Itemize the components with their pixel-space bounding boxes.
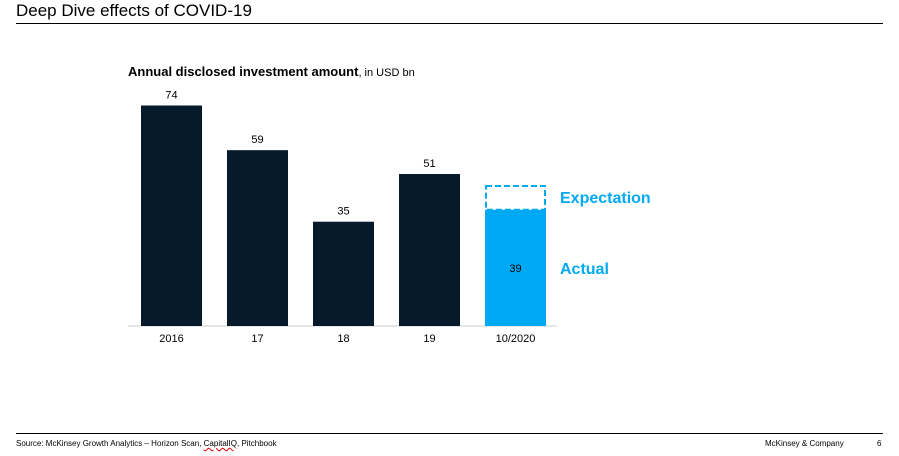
source-suffix: , Pitchbook [237, 439, 277, 448]
bar-17 [227, 150, 288, 326]
x-tick-label-2016: 2016 [159, 333, 183, 345]
source-capiq: CapitalIQ [203, 439, 237, 448]
source-note: Source: McKinsey Growth Analytics – Hori… [16, 439, 277, 448]
chart-title-main: Annual disclosed investment amount [128, 64, 359, 79]
bar-2016 [141, 105, 202, 326]
title-divider [16, 23, 883, 24]
data-label-19: 51 [423, 158, 435, 170]
data-label-18: 35 [337, 206, 349, 218]
page-number: 6 [877, 439, 882, 448]
x-tick-label-19: 19 [423, 333, 435, 345]
chart-title-unit: , in USD bn [358, 67, 415, 79]
expectation-label: Expectation [560, 190, 651, 207]
page-title: Deep Dive effects of COVID-19 [16, 1, 252, 20]
expectation-box [485, 184, 546, 211]
data-label-10/2020: 39 [509, 263, 521, 275]
x-tick-label-18: 18 [337, 333, 349, 345]
source-prefix: Source: McKinsey Growth Analytics – Hori… [16, 439, 204, 448]
bar-10/2020 [485, 209, 546, 326]
bar-18 [313, 221, 374, 326]
brand-name: McKinsey & Company [765, 439, 844, 448]
footer-divider [16, 433, 883, 434]
x-tick-label-17: 17 [251, 333, 263, 345]
data-label-17: 59 [251, 134, 263, 146]
data-label-2016: 74 [165, 89, 177, 101]
bar-19 [399, 174, 460, 326]
actual-label: Actual [560, 261, 609, 278]
x-tick-label-10/2020: 10/2020 [496, 333, 536, 345]
chart-title: Annual disclosed investment amount, in U… [128, 64, 415, 79]
